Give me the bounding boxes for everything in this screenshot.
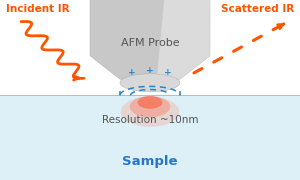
Text: Scattered IR: Scattered IR [221, 4, 294, 15]
Ellipse shape [138, 96, 162, 109]
Polygon shape [90, 0, 210, 88]
Bar [0, 95, 300, 180]
Text: +: + [164, 68, 171, 77]
Text: Resolution ~10nm: Resolution ~10nm [102, 115, 198, 125]
Text: Sample: Sample [122, 156, 178, 168]
Text: +: + [146, 66, 153, 75]
Ellipse shape [130, 96, 170, 117]
Text: AFM Probe: AFM Probe [121, 38, 179, 48]
Ellipse shape [121, 96, 179, 127]
Polygon shape [156, 0, 210, 86]
Ellipse shape [120, 74, 180, 92]
Text: Incident IR: Incident IR [6, 4, 70, 15]
Bar [0, 0, 300, 95]
Text: +: + [128, 68, 136, 77]
